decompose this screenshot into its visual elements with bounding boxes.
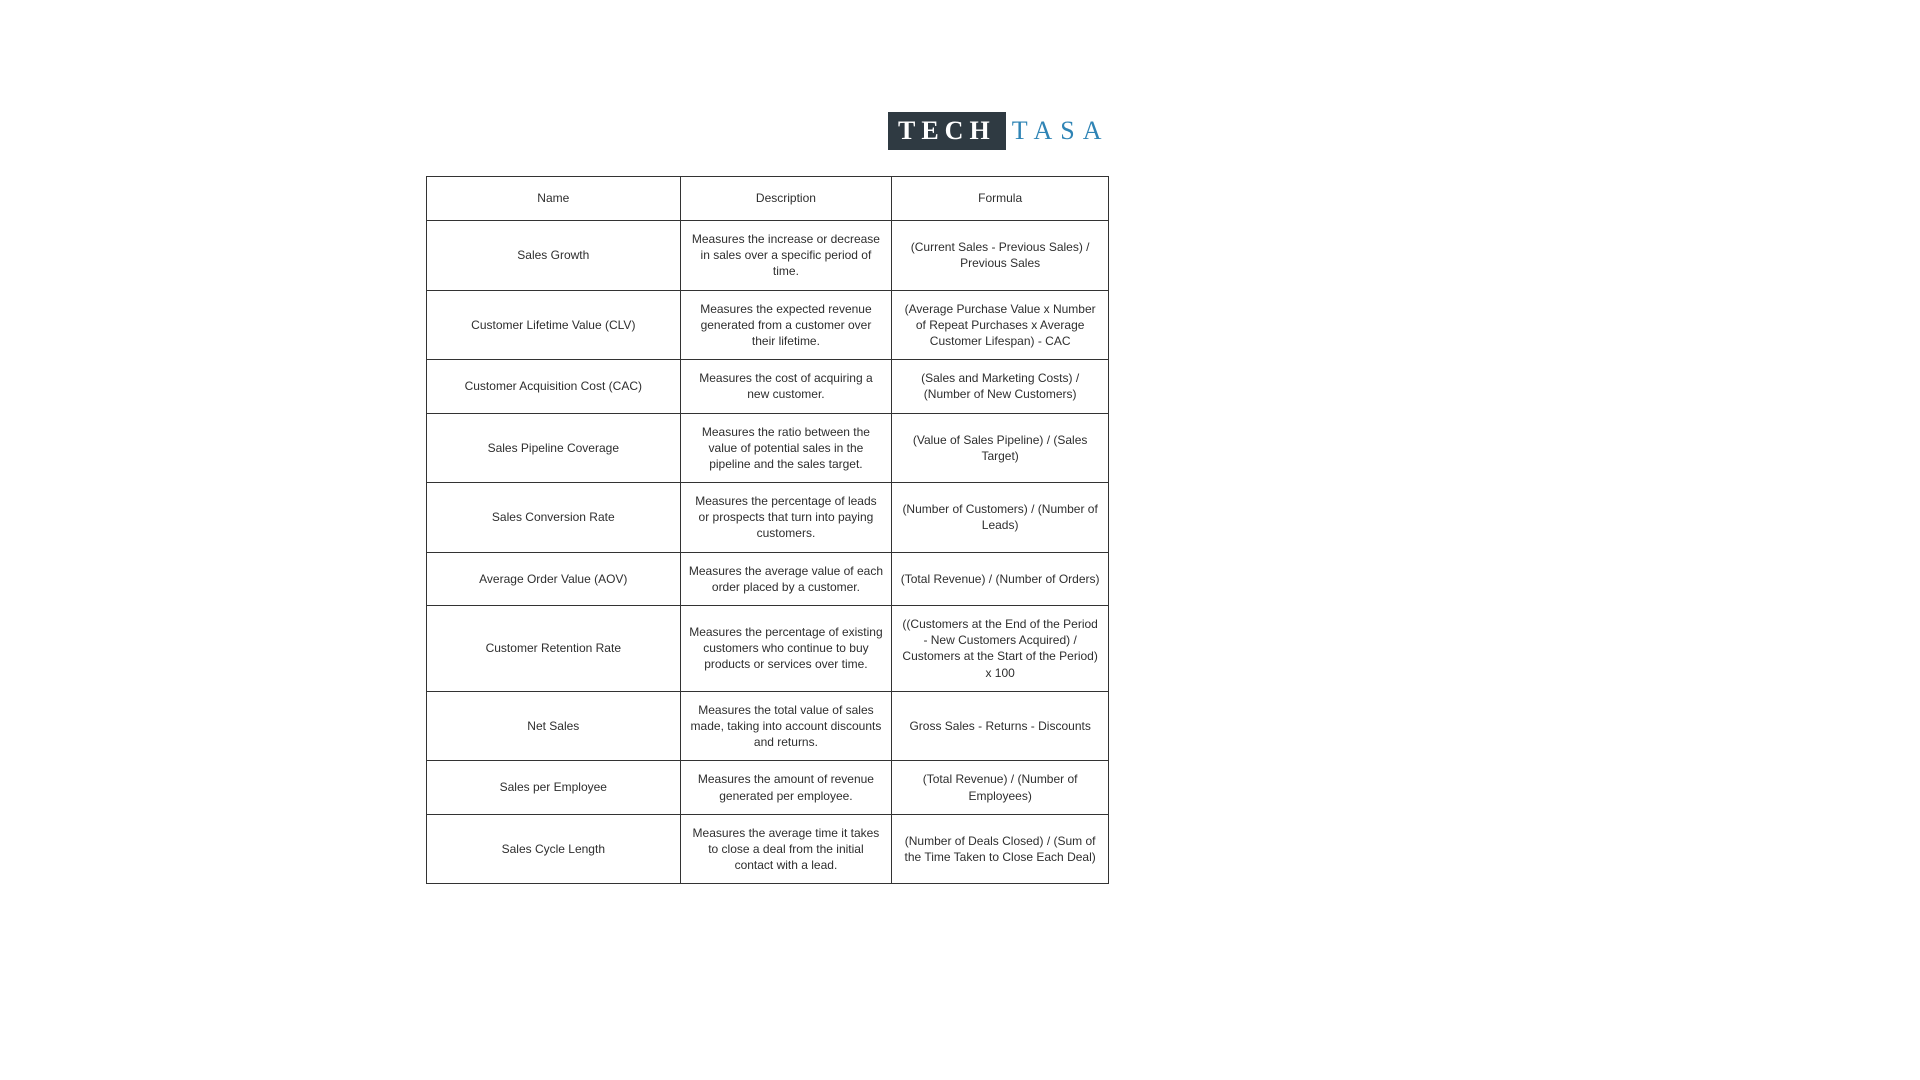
metric-formula: (Total Revenue) / (Number of Orders) (892, 552, 1109, 605)
metric-formula: (Number of Deals Closed) / (Sum of the T… (892, 814, 1109, 884)
metric-description: Measures the average value of each order… (680, 552, 892, 605)
table-row: Customer Acquisition Cost (CAC) Measures… (427, 360, 1109, 413)
metric-description: Measures the percentage of leads or pros… (680, 483, 892, 553)
metric-formula: ((Customers at the End of the Period - N… (892, 606, 1109, 692)
metric-formula: (Value of Sales Pipeline) / (Sales Targe… (892, 413, 1109, 483)
table-body: Sales Growth Measures the increase or de… (427, 221, 1109, 884)
metric-formula: (Number of Customers) / (Number of Leads… (892, 483, 1109, 553)
metric-description: Measures the expected revenue generated … (680, 290, 892, 360)
metric-formula: Gross Sales - Returns - Discounts (892, 691, 1109, 761)
table-row: Average Order Value (AOV) Measures the a… (427, 552, 1109, 605)
metric-description: Measures the increase or decrease in sal… (680, 221, 892, 291)
metric-name: Customer Retention Rate (427, 606, 681, 692)
logo-light-part: TASA (1012, 116, 1110, 146)
metric-description: Measures the ratio between the value of … (680, 413, 892, 483)
metric-name: Customer Lifetime Value (CLV) (427, 290, 681, 360)
metric-name: Sales Cycle Length (427, 814, 681, 884)
table-row: Sales Conversion Rate Measures the perce… (427, 483, 1109, 553)
table-row: Sales Growth Measures the increase or de… (427, 221, 1109, 291)
metric-name: Net Sales (427, 691, 681, 761)
metric-description: Measures the average time it takes to cl… (680, 814, 892, 884)
metric-name: Sales Conversion Rate (427, 483, 681, 553)
table-row: Sales Pipeline Coverage Measures the rat… (427, 413, 1109, 483)
metric-description: Measures the total value of sales made, … (680, 691, 892, 761)
metric-description: Measures the amount of revenue generated… (680, 761, 892, 814)
metric-name: Sales Growth (427, 221, 681, 291)
table-row: Net Sales Measures the total value of sa… (427, 691, 1109, 761)
metric-formula: (Average Purchase Value x Number of Repe… (892, 290, 1109, 360)
metric-formula: (Total Revenue) / (Number of Employees) (892, 761, 1109, 814)
logo-dark-part: TECH (888, 112, 1006, 150)
column-header-formula: Formula (892, 177, 1109, 221)
table-row: Customer Lifetime Value (CLV) Measures t… (427, 290, 1109, 360)
metric-formula: (Sales and Marketing Costs) / (Number of… (892, 360, 1109, 413)
metric-name: Customer Acquisition Cost (CAC) (427, 360, 681, 413)
brand-logo: TECH TASA (888, 112, 1110, 150)
table-row: Sales per Employee Measures the amount o… (427, 761, 1109, 814)
sales-metrics-table: Name Description Formula Sales Growth Me… (426, 176, 1109, 884)
metric-name: Average Order Value (AOV) (427, 552, 681, 605)
column-header-name: Name (427, 177, 681, 221)
metric-name: Sales per Employee (427, 761, 681, 814)
metric-description: Measures the percentage of existing cust… (680, 606, 892, 692)
column-header-description: Description (680, 177, 892, 221)
metric-formula: (Current Sales - Previous Sales) / Previ… (892, 221, 1109, 291)
table-row: Sales Cycle Length Measures the average … (427, 814, 1109, 884)
metric-name: Sales Pipeline Coverage (427, 413, 681, 483)
metric-description: Measures the cost of acquiring a new cus… (680, 360, 892, 413)
table-row: Customer Retention Rate Measures the per… (427, 606, 1109, 692)
table-header-row: Name Description Formula (427, 177, 1109, 221)
